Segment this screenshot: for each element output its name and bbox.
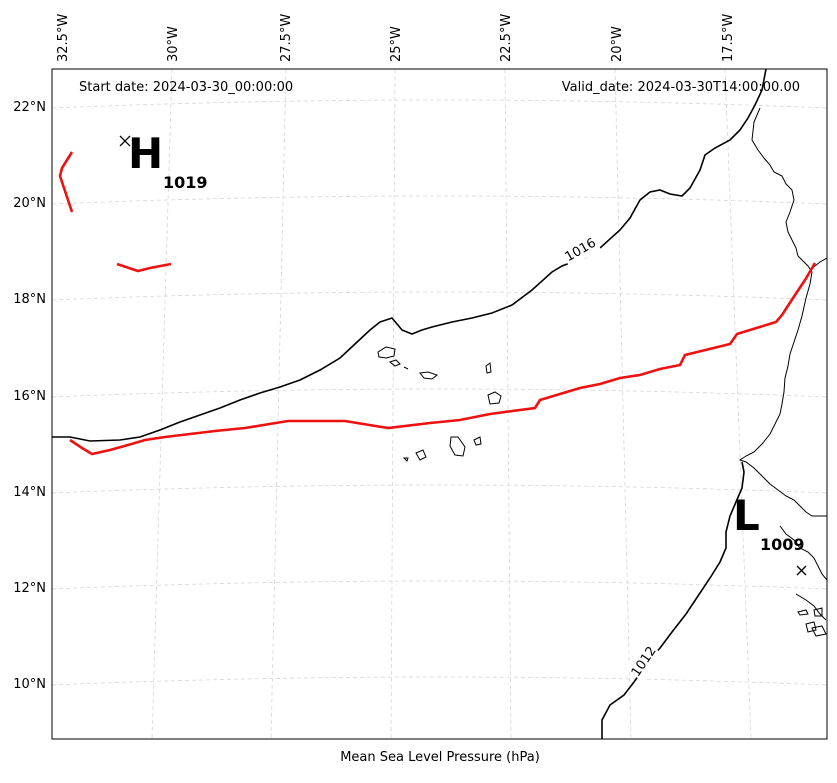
lon-tick-label: 32.5°W	[56, 14, 71, 62]
parallel-line	[52, 99, 827, 109]
island	[415, 449, 427, 461]
latitude-tick-labels: 22°N 20°N 18°N 16°N 14°N 12°N 10°N	[13, 100, 46, 692]
isobar-1012	[601, 461, 745, 739]
parallel-line	[52, 676, 827, 686]
island	[402, 457, 409, 462]
island	[403, 366, 409, 370]
longitude-tick-labels: 32.5°W 30°W 27.5°W 25°W 22.5°W 20°W 17.5…	[56, 14, 736, 62]
map-area	[52, 69, 827, 739]
lon-tick-label: 25°W	[389, 26, 404, 62]
high-pressure-value: 1019	[163, 173, 208, 192]
island	[419, 371, 439, 380]
high-center-marker	[119, 135, 131, 147]
lat-tick-label: 14°N	[13, 485, 46, 500]
parallel-line	[52, 291, 827, 301]
island	[805, 621, 817, 633]
lon-tick-label: 27.5°W	[279, 14, 294, 62]
island	[487, 391, 502, 405]
island	[377, 346, 396, 359]
island	[388, 359, 401, 367]
africa-coastline-south	[779, 525, 827, 581]
highlight-contour	[69, 262, 817, 456]
meridian-line	[52, 69, 53, 114]
africa-coastline	[738, 107, 827, 517]
high-pressure-symbol: H	[128, 129, 163, 178]
start-date-label: Start date: 2024-03-30_00:00:00	[79, 80, 293, 95]
graticule	[52, 69, 827, 739]
parallel-line	[52, 195, 827, 205]
highlight-contour-fragment	[58, 151, 74, 213]
parallel-line	[52, 484, 827, 494]
contour-label-bg	[558, 230, 602, 268]
valid-date-label: Valid_date: 2024-03-30T14:00:00.00	[562, 80, 800, 95]
map-frame	[51, 68, 828, 740]
highlight-contour-fragment	[116, 262, 172, 273]
lon-tick-label: 20°W	[610, 26, 625, 62]
lon-tick-label: 30°W	[166, 26, 181, 62]
contour-label-bg	[624, 640, 662, 682]
island	[813, 607, 823, 617]
island	[449, 436, 466, 457]
island	[797, 609, 809, 616]
parallel-line	[52, 388, 827, 398]
island	[485, 362, 492, 374]
lat-tick-label: 20°N	[13, 196, 46, 211]
lat-tick-label: 22°N	[13, 100, 46, 115]
low-center-marker	[796, 565, 807, 576]
lat-tick-label: 18°N	[13, 292, 46, 307]
low-pressure-symbol: L	[733, 491, 760, 540]
lat-tick-label: 10°N	[13, 677, 46, 692]
coastal-islands	[797, 607, 827, 637]
x-axis-label: Mean Sea Level Pressure (hPa)	[340, 750, 540, 765]
lon-tick-label: 17.5°W	[721, 14, 736, 62]
island	[811, 625, 827, 637]
lat-tick-label: 16°N	[13, 389, 46, 404]
island	[473, 436, 482, 446]
isobar-1016	[52, 69, 767, 442]
parallel-line	[52, 580, 827, 590]
lon-tick-label: 22.5°W	[499, 14, 514, 62]
cape-verde-islands	[377, 346, 502, 462]
low-pressure-value: 1009	[760, 535, 805, 554]
lat-tick-label: 12°N	[13, 581, 46, 596]
